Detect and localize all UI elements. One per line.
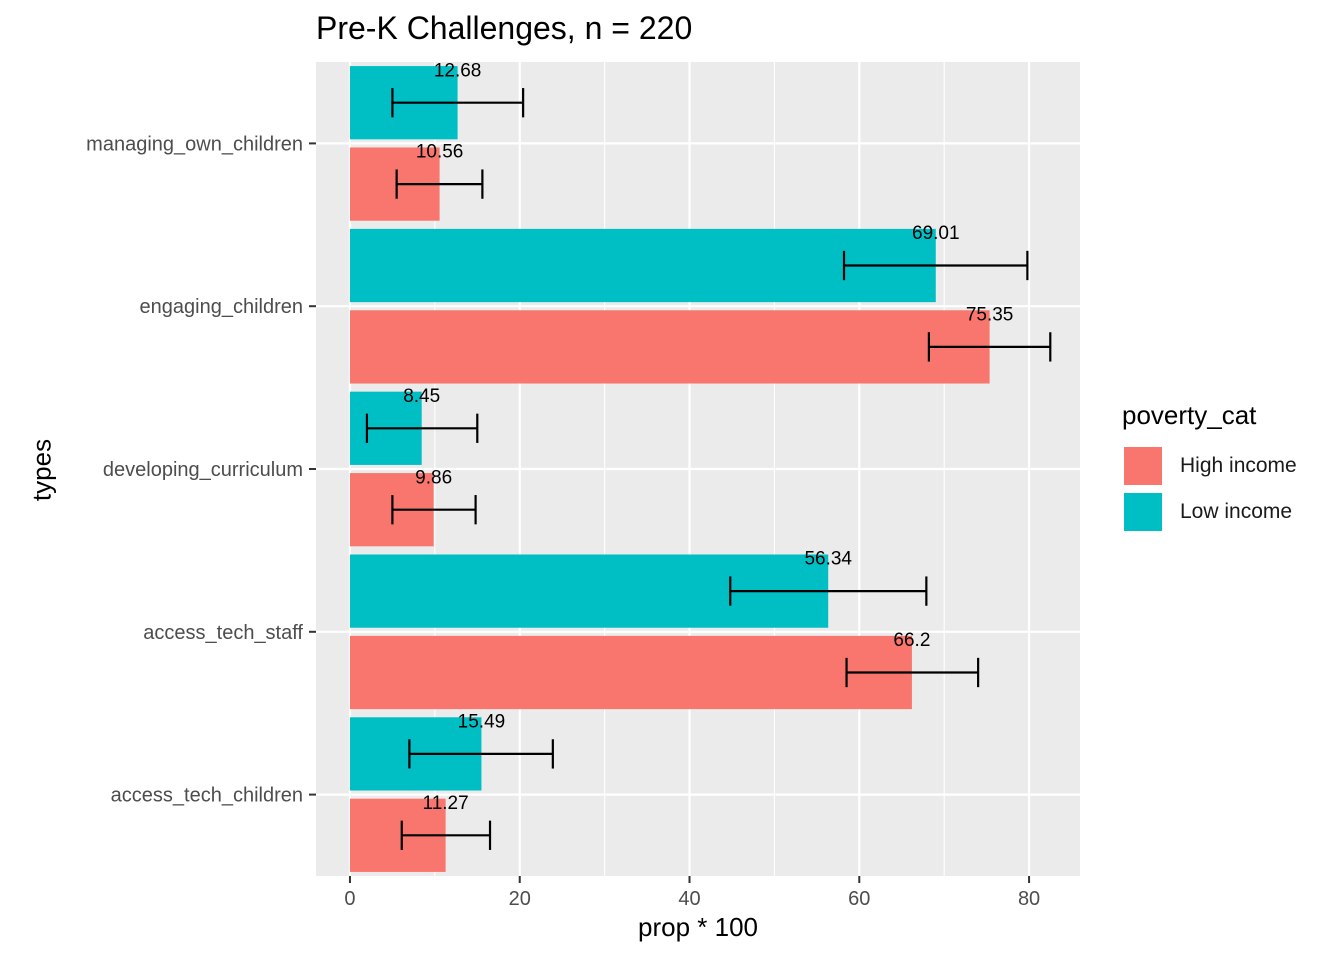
legend-item-low-income: Low income — [1122, 489, 1297, 535]
legend-label-high-income: High income — [1180, 454, 1297, 477]
data-label-high-income: 75.35 — [966, 305, 1014, 326]
bar-high-income — [349, 310, 990, 384]
data-label-high-income: 66.2 — [893, 630, 930, 651]
y-tick-label: managing_own_children — [86, 133, 303, 155]
bar-low-income — [349, 228, 936, 303]
data-label-high-income: 11.27 — [423, 793, 469, 814]
x-tick-label: 20 — [509, 888, 531, 910]
legend-item-high-income: High income — [1122, 443, 1297, 489]
data-label-low-income: 15.49 — [458, 712, 506, 733]
legend-label-low-income: Low income — [1180, 500, 1293, 523]
y-tick-label: access_tech_children — [111, 785, 303, 807]
y-tick-label: access_tech_staff — [143, 622, 303, 644]
y-tick-label: engaging_children — [140, 296, 303, 318]
chart-title: Pre-K Challenges, n = 220 — [316, 10, 693, 46]
x-axis-label: prop * 100 — [638, 912, 758, 942]
legend-key-high-income — [1122, 445, 1164, 487]
legend-key-low-income — [1122, 491, 1164, 533]
data-label-high-income: 9.86 — [415, 467, 452, 488]
x-tick-label: 0 — [344, 888, 355, 910]
data-label-low-income: 8.45 — [403, 386, 440, 407]
x-tick-label: 60 — [848, 888, 870, 910]
x-tick-label: 40 — [678, 888, 700, 910]
data-label-high-income: 10.56 — [416, 142, 464, 163]
data-label-low-income: 56.34 — [804, 549, 852, 570]
x-tick-label: 80 — [1018, 888, 1040, 910]
data-label-low-income: 69.01 — [912, 223, 960, 244]
bar-high-income — [349, 635, 912, 710]
legend: poverty_cat High income Low income — [1122, 400, 1297, 535]
y-axis-label: types — [26, 438, 57, 502]
y-tick-label: developing_curriculum — [103, 459, 303, 481]
legend-title: poverty_cat — [1122, 400, 1257, 430]
data-label-low-income: 12.68 — [434, 60, 482, 81]
